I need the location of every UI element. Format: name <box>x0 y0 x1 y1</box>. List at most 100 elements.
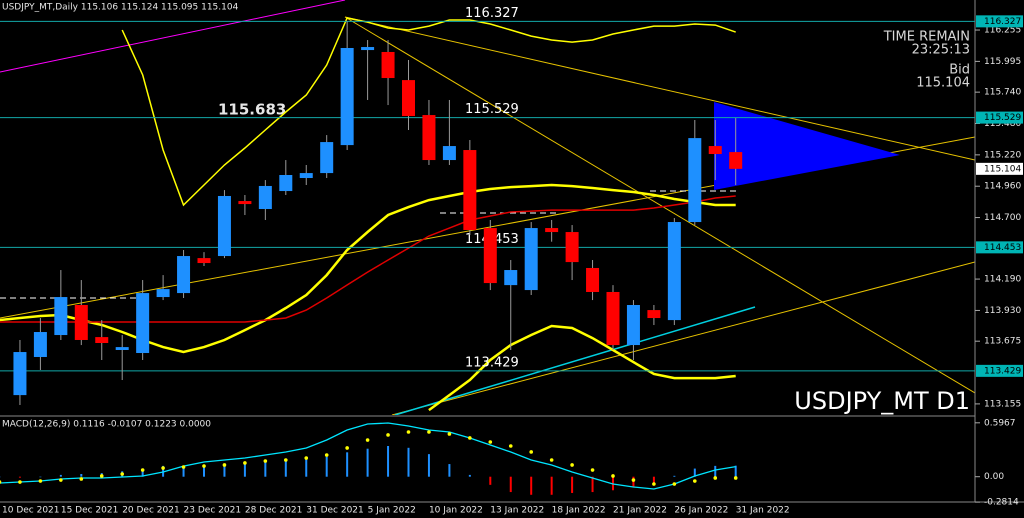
candle-body <box>340 48 354 146</box>
macd-bar <box>530 476 533 495</box>
y-tick-label: 113.155 <box>984 399 1021 409</box>
macd-bar <box>346 452 349 477</box>
y-tick-label: 113.930 <box>984 306 1021 316</box>
macd-bar <box>550 476 553 495</box>
candle-body <box>156 289 170 298</box>
x-tick-label: 18 Jan 2022 <box>552 506 606 516</box>
x-tick-label: 26 Jan 2022 <box>674 506 728 516</box>
x-tick-label: 20 Dec 2021 <box>122 506 180 516</box>
candle-body <box>258 185 272 210</box>
y-tick-label: 0.5967 <box>984 418 1016 428</box>
candle-body <box>545 228 559 233</box>
candle-body <box>217 195 231 257</box>
candle-body <box>626 305 640 346</box>
candle-body <box>606 291 620 346</box>
candle-body <box>586 267 600 292</box>
signal-dot <box>447 432 452 436</box>
y-tick-label: 114.960 <box>984 182 1021 192</box>
signal-dot <box>120 472 124 476</box>
candle-body <box>463 150 477 230</box>
level-badge-label: 114.453 <box>984 243 1021 253</box>
x-tick-label: 31 Dec 2021 <box>306 506 364 516</box>
signal-dot <box>284 458 288 462</box>
level-label: 115.529 <box>465 102 519 117</box>
x-tick-label: 15 Dec 2021 <box>61 506 119 516</box>
x-tick-label: 23 Dec 2021 <box>184 506 242 516</box>
signal-dot <box>161 466 165 470</box>
level-badge <box>976 111 1023 124</box>
signal-dot <box>99 474 104 478</box>
signal-dot <box>713 476 718 480</box>
level-badge-label: 116.327 <box>984 17 1021 27</box>
candle-body <box>504 270 518 286</box>
candle-body <box>177 256 191 294</box>
trend-line <box>344 16 975 394</box>
candle-body <box>483 228 497 284</box>
indicator-line <box>0 195 736 323</box>
macd-bar <box>243 463 246 477</box>
bid: 115.104 <box>916 76 970 91</box>
macd-bar <box>80 474 83 477</box>
macd-bar <box>652 476 655 484</box>
candle-body <box>136 293 150 354</box>
macd-bar <box>39 476 42 478</box>
macd-bar <box>714 465 717 477</box>
macd-bar <box>284 461 287 477</box>
y-tick-label: 114.700 <box>984 213 1021 223</box>
time-remain-label: TIME REMAIN <box>883 30 970 45</box>
y-tick-label: 114.190 <box>984 275 1021 285</box>
y-tick-label: 115.995 <box>984 57 1021 67</box>
level-badge <box>976 15 1023 28</box>
signal-dot <box>59 478 63 482</box>
signal-dot <box>631 478 636 482</box>
signal-dot <box>222 463 227 467</box>
triangle <box>714 102 900 190</box>
level-label: 116.327 <box>465 6 519 21</box>
indicator-line <box>121 17 736 207</box>
signal-dot <box>693 479 697 483</box>
trend-line <box>0 0 346 73</box>
macd-bar <box>509 476 512 493</box>
signal-dot <box>140 468 145 472</box>
signal-dot <box>386 433 390 437</box>
x-tick-label: 31 Jan 2022 <box>736 506 790 516</box>
candle-body <box>688 138 702 223</box>
y-tick-label: -0.2814 <box>984 498 1019 508</box>
macd-bar <box>632 476 635 488</box>
macd-bar <box>673 475 676 477</box>
y-tick-label: 116.255 <box>984 26 1021 36</box>
chart-title: USDJPY_MT,Daily 115.106 115.124 115.095 … <box>2 3 239 13</box>
x-tick-label: 10 Dec 2021 <box>2 506 60 516</box>
macd-bar <box>0 476 1 478</box>
macd-bar <box>59 474 62 477</box>
level-label: 113.429 <box>465 355 519 370</box>
macd-bar <box>407 447 410 477</box>
macd-bar <box>448 464 451 477</box>
macd-bar <box>162 465 165 477</box>
signal-dot <box>243 461 247 465</box>
macd-bar <box>591 476 594 493</box>
watermark: USDJPY_MT D1 <box>794 387 970 415</box>
macd-bar <box>141 468 144 477</box>
y-tick-label: 113.675 <box>984 337 1021 347</box>
level-badge <box>976 241 1023 254</box>
x-tick-label: 10 Jan 2022 <box>429 506 483 516</box>
macd-bar <box>325 456 328 477</box>
signal-dot <box>304 456 309 460</box>
signal-dot <box>181 465 186 469</box>
candle-body <box>279 174 293 192</box>
y-tick-label: 115.740 <box>984 88 1021 98</box>
candle-body <box>708 146 722 155</box>
signal-dot <box>324 453 329 457</box>
signal-dot <box>202 464 206 468</box>
signal-dot <box>488 440 493 444</box>
high-label: 115.683 <box>218 101 286 119</box>
candle-body <box>402 80 415 117</box>
macd-bar <box>693 468 696 477</box>
macd-bar <box>223 464 226 477</box>
signal-dot <box>406 430 411 434</box>
signal-dot <box>733 476 738 480</box>
trend-line <box>391 261 975 415</box>
signal-dot <box>570 463 574 467</box>
signal-dot <box>79 477 84 481</box>
